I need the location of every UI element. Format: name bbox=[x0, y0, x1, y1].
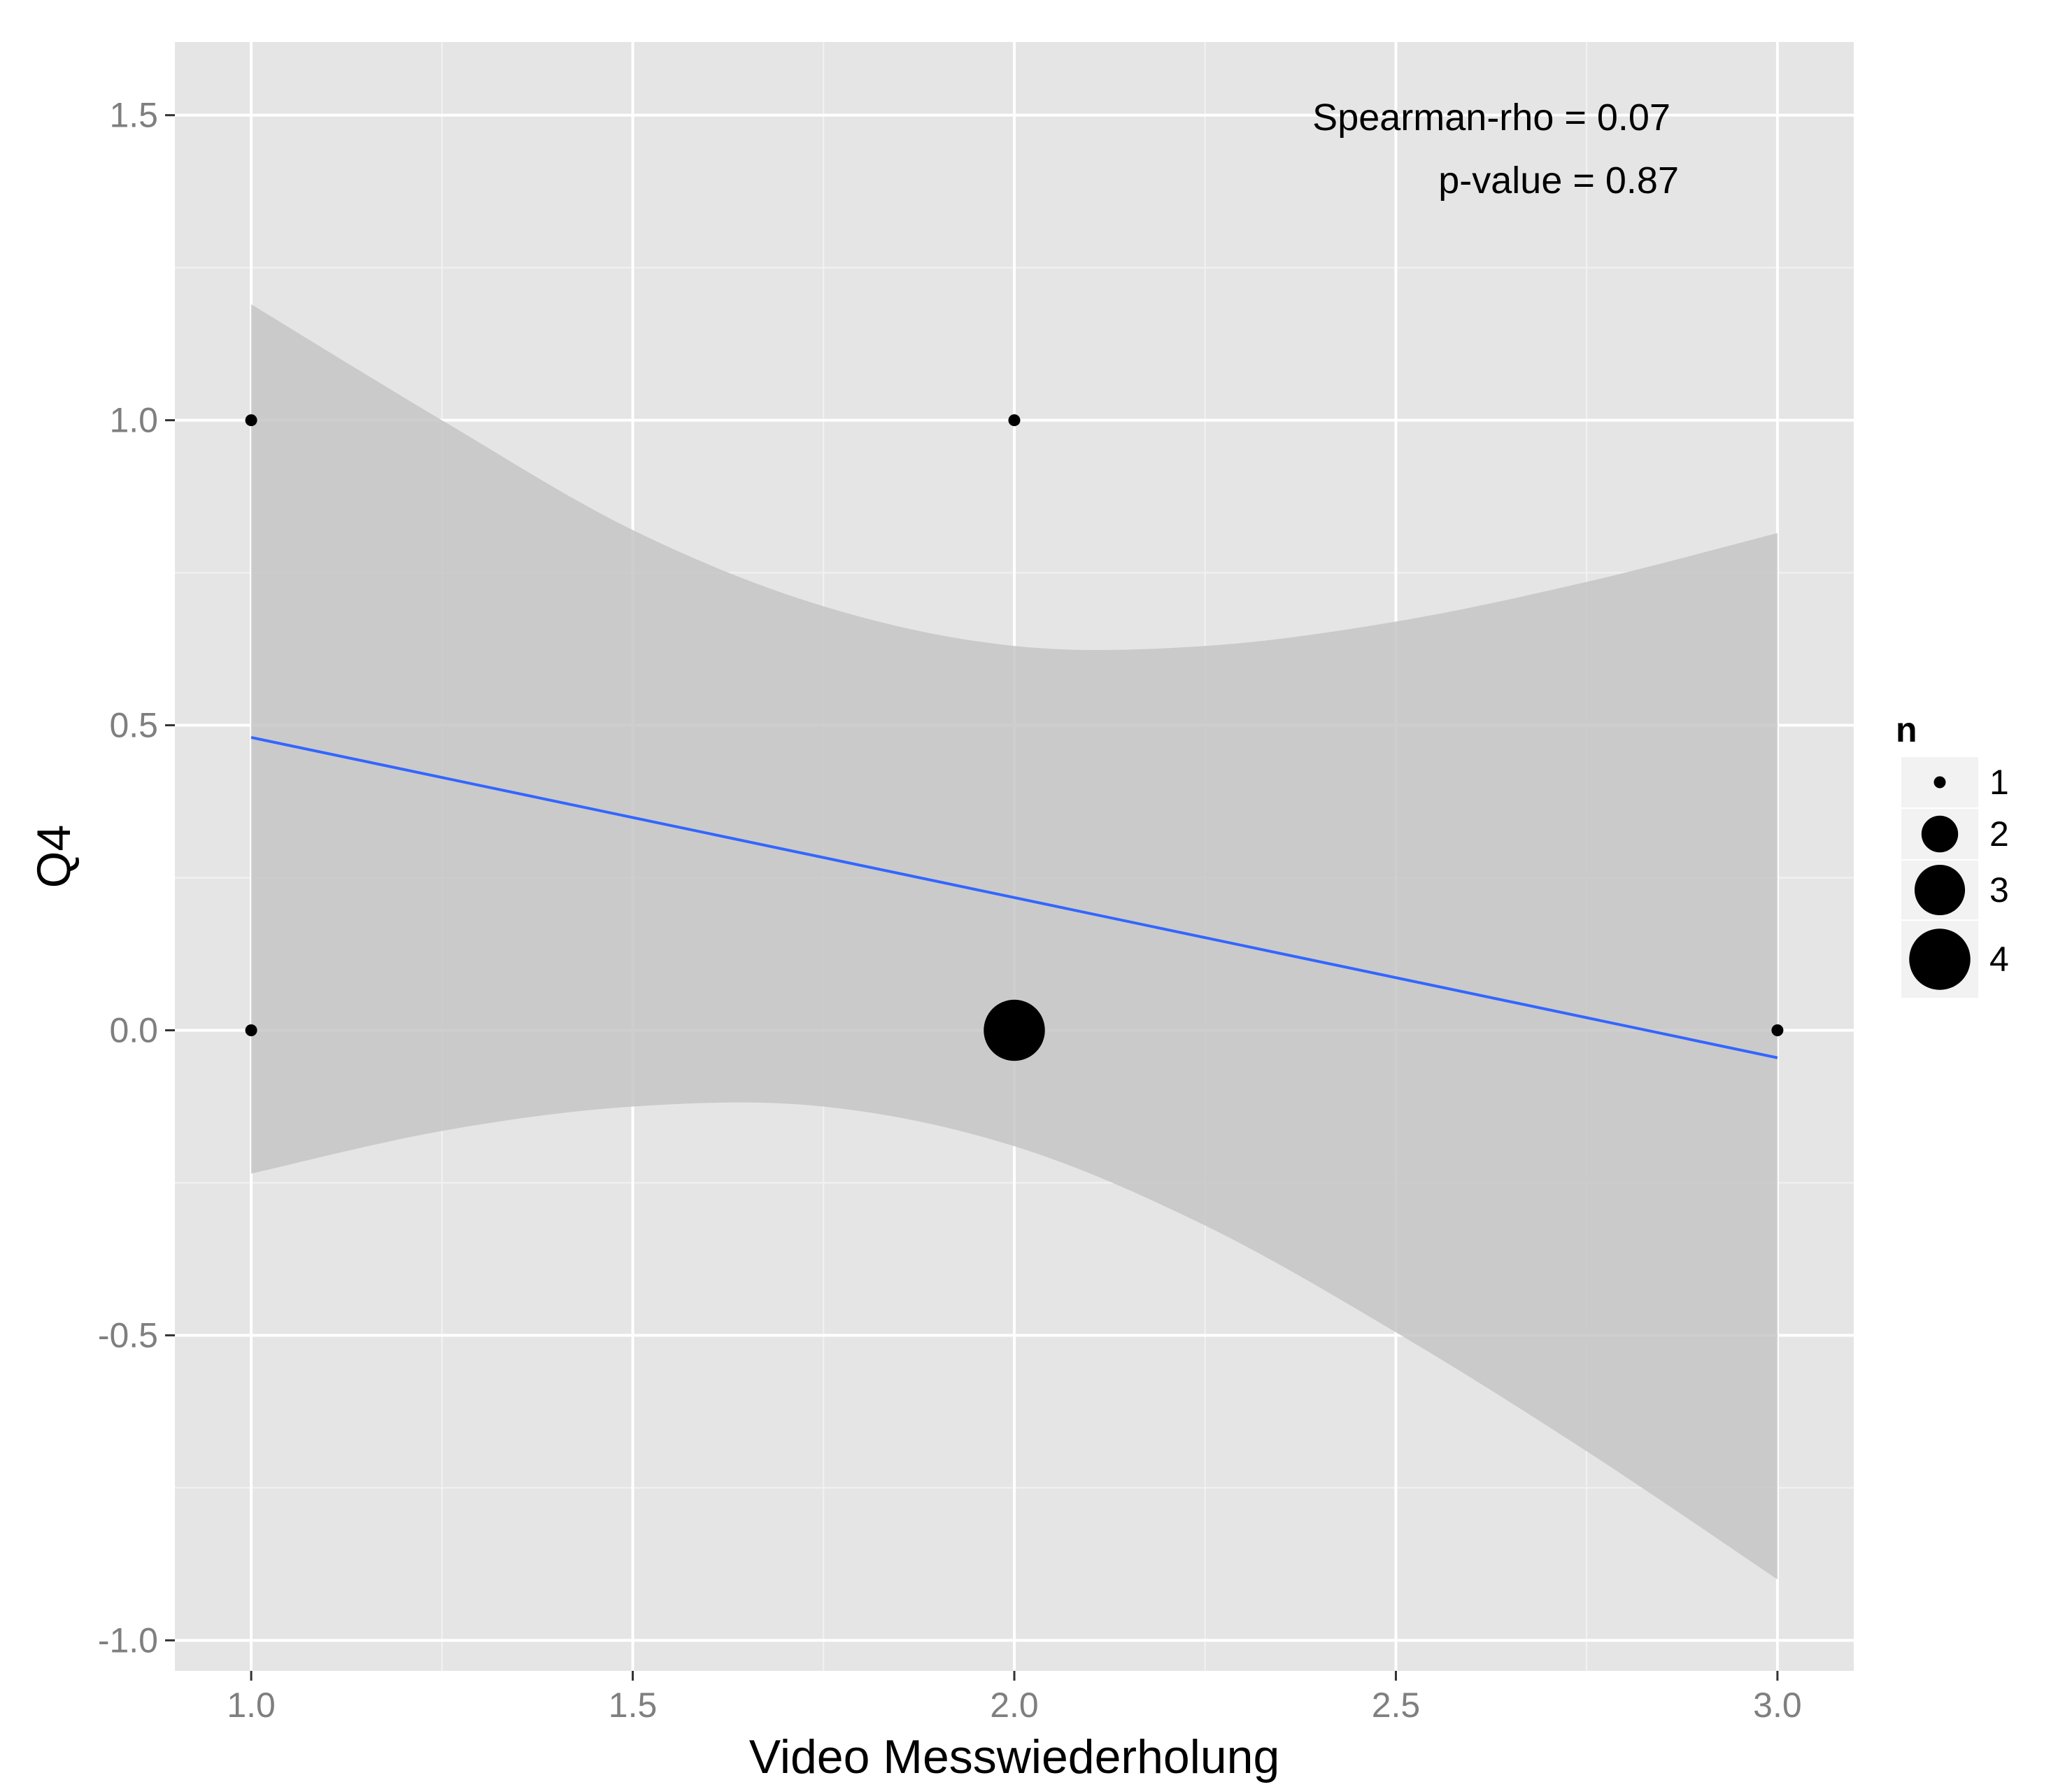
legend-label-3: 3 bbox=[1989, 870, 2009, 910]
x-tick-label: 3.0 bbox=[1753, 1686, 1802, 1725]
annotation-spearman: Spearman-rho = 0.07 bbox=[1312, 97, 1670, 139]
legend-label-1: 1 bbox=[1989, 763, 2009, 802]
legend-symbol-3 bbox=[1914, 864, 1966, 916]
annotation-p-value: p-value = 0.87 bbox=[1438, 160, 1679, 202]
regression-line bbox=[250, 736, 1778, 1059]
x-tick-label: 2.0 bbox=[990, 1686, 1039, 1725]
y-tick-label: -0.5 bbox=[98, 1315, 158, 1355]
data-point bbox=[245, 414, 257, 427]
y-tick-label: -1.0 bbox=[98, 1620, 158, 1660]
data-point bbox=[984, 999, 1045, 1061]
data-point bbox=[1771, 1024, 1784, 1036]
y-tick-label: 1.5 bbox=[109, 96, 158, 135]
x-tick-label: 2.5 bbox=[1372, 1686, 1421, 1725]
legend-label-4: 4 bbox=[1989, 940, 2009, 979]
data-points bbox=[245, 414, 1784, 1061]
x-tick-labels: 1.0 1.5 2.0 2.5 3.0 bbox=[227, 1686, 1801, 1725]
y-tick-label: 0.0 bbox=[109, 1010, 158, 1050]
legend: n 1 2 3 4 bbox=[1896, 710, 2009, 998]
data-point bbox=[245, 1024, 257, 1036]
y-tick-label: 0.5 bbox=[109, 706, 158, 745]
legend-symbol-2 bbox=[1921, 815, 1959, 853]
legend-entries: 1 2 3 4 bbox=[1901, 757, 2009, 998]
y-tick-label: 1.0 bbox=[109, 401, 158, 440]
y-tick-labels: -1.0 -0.5 0.0 0.5 1.0 1.5 bbox=[98, 96, 158, 1660]
legend-symbol-4 bbox=[1909, 928, 1971, 990]
axis-ticks bbox=[165, 114, 1779, 1681]
legend-label-2: 2 bbox=[1989, 814, 2009, 854]
data-point bbox=[1008, 414, 1021, 427]
y-axis-title: Q4 bbox=[27, 825, 80, 889]
confidence-band-area bbox=[251, 304, 1777, 1580]
legend-symbol-1 bbox=[1933, 776, 1946, 789]
confidence-band bbox=[251, 304, 1777, 1580]
regression-line-path bbox=[250, 736, 1778, 1059]
x-axis-title: Video Messwiederholung bbox=[749, 1730, 1280, 1784]
legend-title: n bbox=[1896, 710, 1917, 749]
x-tick-label: 1.0 bbox=[227, 1686, 276, 1725]
x-tick-label: 1.5 bbox=[609, 1686, 658, 1725]
